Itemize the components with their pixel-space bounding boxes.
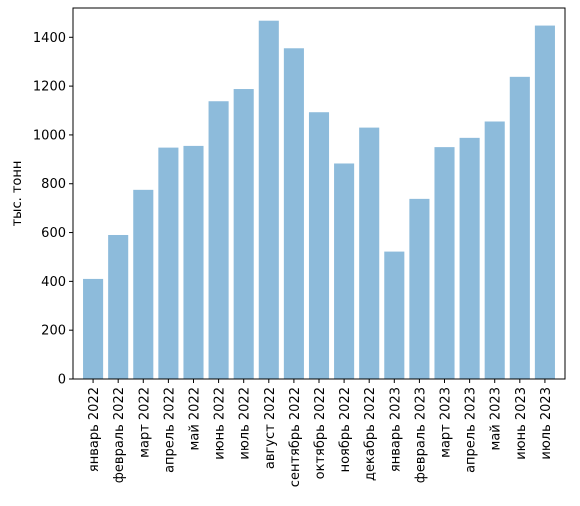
x-axis-ticks: январь 2022 февраль 2022 март 2022 апрель 2… xyxy=(87,379,554,487)
bar xyxy=(258,20,279,379)
x-tick-label: апрель 2023 xyxy=(464,387,479,473)
x-tick-label: июнь 2022 xyxy=(213,387,228,460)
bar xyxy=(359,127,380,379)
bar xyxy=(534,25,555,380)
x-tick-label: июль 2023 xyxy=(539,387,554,460)
bar xyxy=(283,48,304,380)
bar xyxy=(83,278,104,379)
y-tick-label: 1400 xyxy=(33,31,66,46)
x-tick-label: январь 2022 xyxy=(87,387,102,472)
x-tick-label: февраль 2023 xyxy=(413,387,428,483)
bar xyxy=(133,189,154,379)
y-tick-label: 800 xyxy=(41,177,66,192)
y-tick-label: 1200 xyxy=(33,80,66,95)
x-tick-label: февраль 2022 xyxy=(112,387,127,483)
bar xyxy=(459,137,480,379)
x-tick-label: сентябрь 2022 xyxy=(288,387,303,487)
x-tick-label: май 2023 xyxy=(489,387,504,450)
bar xyxy=(384,251,405,379)
y-tick-label: 400 xyxy=(41,275,66,290)
bar xyxy=(509,76,530,379)
x-tick-label: ноябрь 2022 xyxy=(338,387,353,472)
x-tick-label: декабрь 2022 xyxy=(363,387,378,481)
y-tick-label: 0 xyxy=(58,373,66,388)
x-tick-label: июнь 2023 xyxy=(514,387,529,460)
bar xyxy=(308,112,330,379)
bar xyxy=(409,198,430,379)
x-tick-label: июль 2022 xyxy=(238,387,253,460)
x-tick-label: март 2022 xyxy=(137,387,152,458)
bar xyxy=(434,147,455,379)
bar xyxy=(334,163,355,379)
bars-group xyxy=(83,20,555,380)
plot-frame xyxy=(72,7,566,380)
bar xyxy=(183,145,204,379)
bar xyxy=(233,89,254,379)
bar xyxy=(208,101,229,379)
x-tick-label: май 2022 xyxy=(187,387,202,450)
bar xyxy=(158,147,179,379)
x-tick-label: март 2023 xyxy=(439,387,454,458)
y-tick-label: 600 xyxy=(41,226,66,241)
x-tick-label: август 2022 xyxy=(263,387,278,469)
y-tick-label: 1000 xyxy=(33,128,66,143)
y-axis-label: тыс. тонн xyxy=(10,161,25,227)
x-tick-label: октябрь 2022 xyxy=(313,387,328,479)
y-axis-ticks: 0 200 400 600 800 1000 1200 1400 xyxy=(33,31,73,388)
bar xyxy=(108,234,129,379)
bar xyxy=(484,121,505,380)
y-tick-label: 200 xyxy=(41,324,66,339)
x-tick-label: апрель 2022 xyxy=(162,387,177,473)
x-tick-label: январь 2023 xyxy=(388,387,403,472)
